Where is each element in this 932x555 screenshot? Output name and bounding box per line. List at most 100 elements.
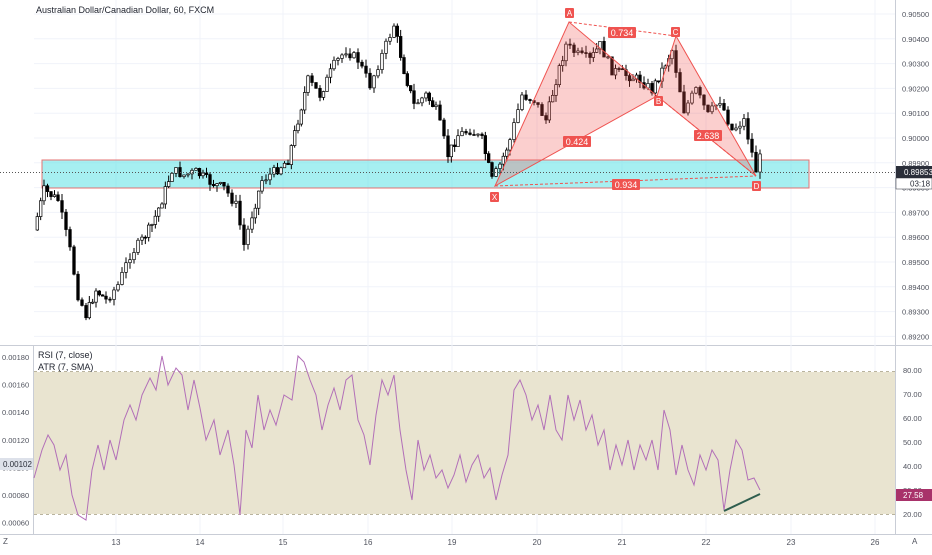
rsi-line — [33, 354, 761, 521]
atr-legend-label: ATR (7, SMA) — [38, 362, 93, 372]
candle-down — [399, 36, 403, 58]
point-x-badge — [490, 192, 499, 202]
candle-down — [101, 294, 105, 297]
point-a-label: A — [567, 9, 573, 18]
candle-down — [143, 236, 147, 239]
candle-up — [132, 252, 136, 261]
candle-up — [686, 102, 690, 114]
candle-up — [449, 144, 453, 158]
time-tick-label: 15 — [279, 538, 288, 547]
rsi-tick-label: 80.00 — [903, 366, 922, 375]
pattern-labels: A C B X D 0.734 0.424 2.638 0.934 — [490, 8, 761, 202]
candle-down — [472, 134, 476, 136]
candle-down — [528, 99, 532, 101]
candle-up — [299, 109, 303, 125]
candle-up — [376, 69, 380, 77]
candle-down — [60, 200, 64, 213]
atr-tick-label: 0.00080 — [2, 491, 29, 500]
candle-up — [42, 185, 46, 202]
ratio-xd-badge — [612, 179, 640, 190]
candle-up — [372, 75, 376, 89]
candle-down — [356, 52, 360, 63]
candle-up — [520, 94, 524, 110]
time-tick-label: 23 — [787, 538, 796, 547]
price-tick-label: 0.89900 — [902, 159, 929, 168]
ratio-bd-label: 2.638 — [697, 131, 720, 141]
candle-down — [568, 43, 572, 46]
rsi-tick-label: 20.00 — [903, 510, 922, 519]
candle-up — [201, 172, 205, 177]
candle-down — [97, 290, 101, 296]
rsi-divergence-line[interactable] — [723, 493, 761, 512]
candle-down — [72, 246, 76, 275]
candle-down — [657, 80, 661, 83]
candle-up — [557, 65, 561, 86]
candle-down — [208, 174, 212, 185]
price-tick-label: 0.89200 — [902, 332, 929, 341]
candle-up — [136, 239, 140, 253]
candle-down — [580, 50, 584, 53]
candle-down — [226, 185, 230, 194]
candle-up — [388, 37, 392, 42]
candle-up — [606, 56, 610, 59]
rsi-legend-label: RSI (7, close) — [38, 350, 93, 360]
candle-down — [730, 123, 734, 131]
candles — [35, 23, 762, 321]
candle-up — [215, 183, 219, 187]
candle-up — [694, 87, 698, 94]
candle-down — [446, 135, 450, 158]
candle-up — [35, 216, 39, 231]
time-tick-label: 21 — [618, 538, 627, 547]
candle-up — [321, 91, 326, 98]
rsi-tick-label: 50.00 — [903, 438, 922, 447]
candle-down — [627, 75, 632, 82]
candle-up — [598, 40, 602, 50]
candle-down — [746, 118, 750, 140]
atr-value: 0.00102 — [3, 460, 32, 469]
candle-down — [80, 299, 84, 306]
candle-down — [314, 82, 318, 89]
price-axis-ticks: 0.90500 0.90400 0.90300 0.90200 0.90100 0.900… — [902, 10, 929, 341]
price-tick-label: 0.89400 — [902, 283, 929, 292]
candle-up — [456, 135, 460, 147]
candle-up — [734, 127, 738, 131]
candle-down — [536, 102, 540, 105]
candle-up — [653, 80, 657, 94]
candle-up — [512, 122, 516, 140]
rsi-tick-label: 70.00 — [903, 390, 922, 399]
pattern-bd-line — [656, 95, 757, 177]
candle-up — [476, 133, 480, 136]
candle-down — [584, 52, 588, 54]
candle-up — [194, 168, 198, 171]
candle-down — [427, 92, 431, 102]
candle-down — [698, 87, 702, 96]
candle-down — [726, 109, 730, 125]
pattern-ac-line — [568, 21, 677, 37]
candle-up — [52, 194, 57, 197]
candle-up — [124, 262, 128, 273]
point-c-label: C — [673, 28, 679, 37]
candle-up — [758, 153, 762, 173]
atr-tick-label: 0.00060 — [2, 519, 29, 528]
candle-down — [588, 53, 592, 58]
atr-value-badge — [0, 458, 33, 470]
support-zone[interactable] — [41, 159, 810, 189]
chart-title: Australian Dollar/Canadian Dollar, 60, F… — [36, 5, 214, 15]
candle-up — [516, 109, 520, 123]
candle-up — [170, 172, 174, 182]
candle-down — [610, 56, 614, 76]
candle-down — [108, 298, 112, 301]
candle-down — [64, 211, 68, 230]
time-tick-label: 16 — [364, 538, 373, 547]
candle-up — [498, 163, 502, 169]
candle-down — [602, 40, 606, 58]
candle-up — [182, 174, 186, 177]
candle-up — [39, 200, 43, 217]
candle-down — [76, 273, 80, 301]
candle-up — [501, 155, 505, 165]
time-tick-label: 20 — [533, 538, 542, 547]
candle-up — [336, 58, 340, 61]
rsi-tick-label: 40.00 — [903, 462, 922, 471]
candle-up — [742, 118, 746, 127]
